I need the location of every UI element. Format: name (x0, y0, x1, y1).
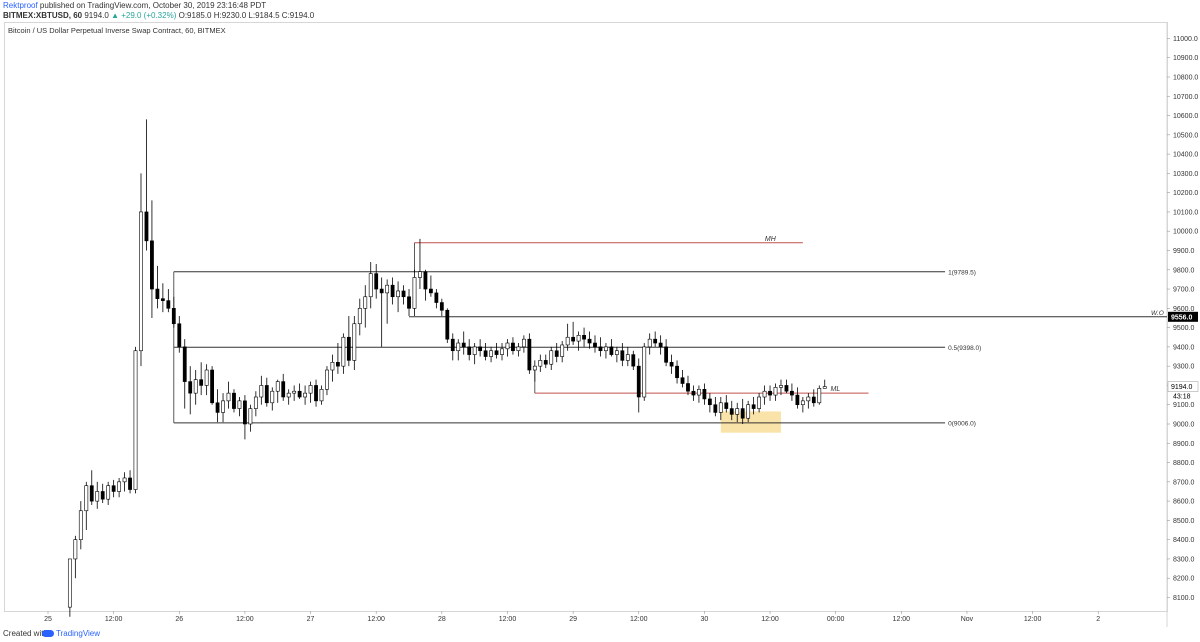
x-tick-label: 29 (569, 616, 577, 623)
y-tick-label: 8900.0 (1173, 441, 1195, 448)
y-tick-label: 9600.0 (1173, 306, 1195, 313)
wo-price-box (1168, 311, 1198, 322)
y-tick-label: 9200.0 (1173, 383, 1195, 390)
y-tick-label: 9700.0 (1173, 287, 1195, 294)
y-tick-label: 8700.0 (1173, 479, 1195, 486)
y-tick-label: 10700.0 (1173, 94, 1198, 101)
x-tick-label: 12:00 (236, 616, 254, 623)
y-tick-label: 9800.0 (1173, 267, 1195, 274)
ohlc-values: O:9185.0 H:9230.0 L:9184.5 C:9194.0 (178, 11, 315, 20)
x-tick-label: 30 (701, 616, 709, 623)
x-tick-label: 2 (1096, 616, 1100, 623)
tradingview-logo[interactable]: TradingView (42, 629, 100, 638)
x-tick-label: 12:00 (893, 616, 911, 623)
symbol-info: BITMEX:XBTUSD, 60 9194.0 ▲ +29.0 (+0.32%… (3, 11, 314, 20)
symbol-label: BITMEX:XBTUSD, 60 (3, 11, 83, 20)
y-tick-label: 10900.0 (1173, 55, 1198, 62)
countdown-label: 43:18 (1173, 394, 1191, 401)
y-tick-label: 10400.0 (1173, 152, 1198, 159)
x-tick-label: 00:00 (827, 616, 845, 623)
x-tick-label: 28 (438, 616, 446, 623)
y-tick-label: 10600.0 (1173, 113, 1198, 120)
author-link[interactable]: Rektproof (3, 1, 38, 10)
y-tick-label: 8400.0 (1173, 537, 1195, 544)
publish-date: published on TradingView.com, October 30… (39, 1, 267, 10)
current-price-label: 9194.0 (1171, 384, 1193, 391)
y-tick-label: 8800.0 (1173, 460, 1195, 467)
y-tick-label: 10300.0 (1173, 171, 1198, 178)
y-tick-label: 9400.0 (1173, 344, 1195, 351)
x-tick-label: 12:00 (105, 616, 123, 623)
y-tick-label: 9900.0 (1173, 248, 1195, 255)
y-tick-label: 11000.0 (1173, 36, 1198, 43)
tradingview-cloud-icon (42, 630, 54, 638)
y-tick-label: 9500.0 (1173, 325, 1195, 332)
x-tick-label: 12:00 (1024, 616, 1042, 623)
last-price: 9194.0 (84, 11, 109, 20)
y-tick-label: 8200.0 (1173, 576, 1195, 583)
x-tick-label: 12:00 (630, 616, 648, 623)
created-with-label: Created with (3, 629, 48, 638)
y-tick-label: 8500.0 (1173, 518, 1195, 525)
price-box (1167, 381, 1199, 392)
wo-price-label: 9556.0 (1171, 314, 1193, 321)
y-tick-label: 8300.0 (1173, 556, 1195, 563)
publish-info: Rektproof published on TradingView.com, … (3, 1, 266, 10)
price-change: ▲ +29.0 (+0.32%) (111, 11, 177, 20)
chart-header: Rektproof published on TradingView.com, … (0, 0, 1200, 22)
x-tick-label: 12:00 (499, 616, 517, 623)
chart-title: Bitcoin / US Dollar Perpetual Inverse Sw… (8, 26, 226, 35)
chart-pane[interactable] (4, 22, 1168, 612)
y-tick-label: 9300.0 (1173, 364, 1195, 371)
x-tick-label: 12:00 (761, 616, 779, 623)
x-tick-label: 26 (175, 616, 183, 623)
y-tick-label: 10200.0 (1173, 190, 1198, 197)
y-tick-label: 9000.0 (1173, 421, 1195, 428)
y-tick-label: 8600.0 (1173, 499, 1195, 506)
x-tick-label: 12:00 (367, 616, 385, 623)
tradingview-brand: TradingView (56, 629, 101, 638)
y-tick-label: 8100.0 (1173, 595, 1195, 602)
x-tick-label: 27 (307, 616, 315, 623)
y-tick-label: 10100.0 (1173, 209, 1198, 216)
x-tick-label: 25 (44, 616, 52, 623)
footer: Created with TradingView (0, 627, 1200, 642)
y-tick-label: 10500.0 (1173, 132, 1198, 139)
y-tick-label: 10800.0 (1173, 74, 1198, 81)
y-tick-label: 9100.0 (1173, 402, 1195, 409)
y-tick-label: 10000.0 (1173, 229, 1198, 236)
x-tick-label: Nov (961, 616, 974, 623)
